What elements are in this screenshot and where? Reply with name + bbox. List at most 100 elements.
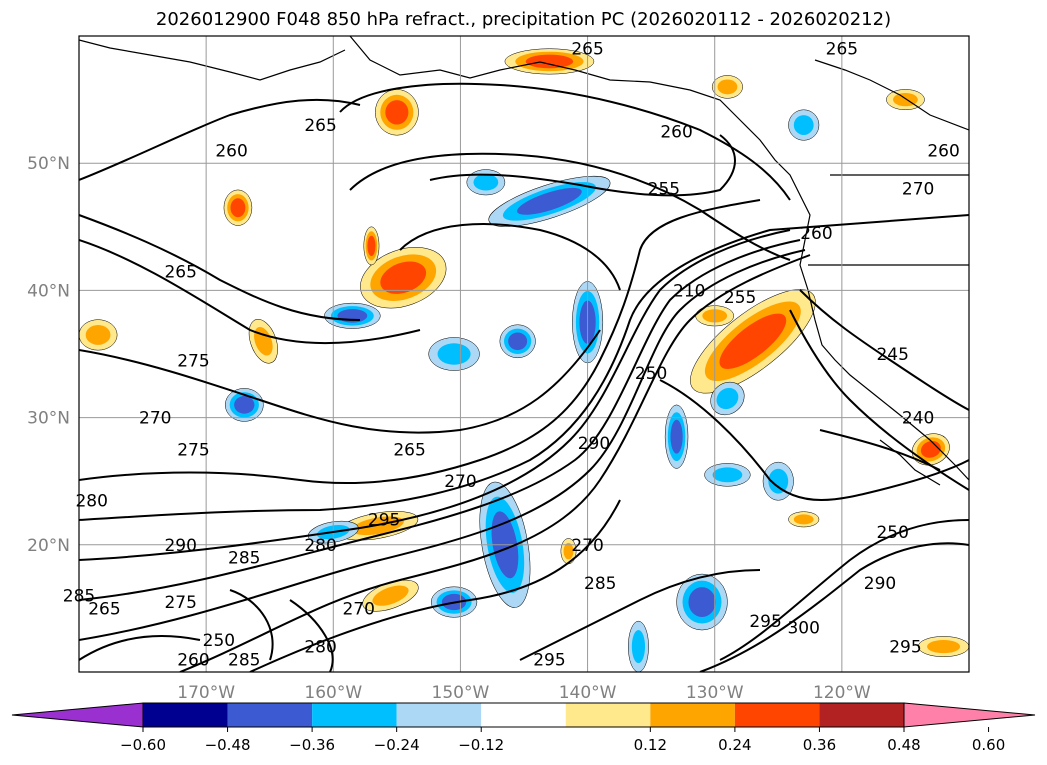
- colorbar-box: [565, 703, 651, 727]
- contour-label: 295: [368, 510, 400, 530]
- coastline: [79, 39, 346, 81]
- contour-line: [79, 98, 361, 181]
- colorbar-frame: [142, 702, 905, 728]
- contour-label: 245: [876, 345, 908, 365]
- contour-label: 270: [902, 180, 934, 200]
- longitude-labels: 170°W 160°W 150°W 140°W 130°W 120°W: [177, 683, 871, 703]
- lon-label: 150°W: [432, 683, 490, 703]
- contour-line: [79, 239, 801, 601]
- contour-label: 290: [164, 536, 196, 556]
- precip-cell: [234, 396, 255, 414]
- colorbar-tick-label: −0.48: [205, 736, 251, 754]
- precip-cell: [670, 419, 683, 454]
- contour-line: [249, 499, 621, 672]
- precip-cell: [230, 198, 246, 218]
- contour-line: [289, 599, 334, 672]
- contour-label: 270: [139, 409, 171, 429]
- colorbar-tick-label: −0.12: [458, 736, 504, 754]
- precip-cell: [380, 261, 427, 294]
- contour-line: [79, 329, 601, 434]
- precip-cell: [793, 514, 814, 525]
- lon-label: 160°W: [304, 683, 362, 703]
- coastline-layer: [79, 36, 969, 486]
- colorbar-tick-label: 0.60: [972, 736, 1005, 754]
- lon-label: 140°W: [559, 683, 617, 703]
- contour-label: 255: [724, 288, 756, 308]
- contour-label: 270: [444, 472, 476, 492]
- contour-label: 260: [800, 224, 832, 244]
- contour-label: 260: [927, 141, 959, 161]
- colorbar-box: [481, 703, 566, 727]
- precip-cell: [367, 235, 376, 257]
- colorbar-tick-label: 0.48: [887, 736, 920, 754]
- contour-label: 240: [902, 409, 934, 429]
- contour-label: 295: [889, 638, 921, 658]
- precip-cell: [385, 100, 409, 125]
- contour-label: 275: [164, 593, 196, 613]
- lat-label: 40°N: [27, 281, 70, 301]
- precip-cell: [508, 332, 528, 351]
- contour-label: 265: [88, 599, 120, 619]
- contour-label: 265: [393, 440, 425, 460]
- colorbar-tick-label: −0.24: [374, 736, 420, 754]
- contour-label: 270: [571, 536, 603, 556]
- lon-label: 170°W: [177, 683, 235, 703]
- colorbar-box: [734, 703, 820, 727]
- latitude-labels: 50°N 40°N 30°N 20°N: [27, 154, 70, 556]
- contour-line: [819, 429, 941, 471]
- map-frame: [78, 35, 970, 673]
- contour-line: [79, 249, 806, 641]
- contour-line: [79, 199, 761, 485]
- lat-label: 30°N: [27, 409, 70, 429]
- colorbar-extend-high: [903, 702, 1036, 728]
- lon-label: 120°W: [813, 683, 871, 703]
- contour-label: 275: [177, 440, 209, 460]
- colorbar-box: [819, 703, 904, 727]
- contour-labels: 265 265 265 260 260 255 265 275 270 275 265 270 280 2…: [63, 40, 960, 671]
- contour-label: 250: [203, 631, 235, 651]
- contour-label: 295: [749, 612, 781, 632]
- contour-line: [519, 569, 761, 661]
- colorbar: −0.60 −0.48 −0.36 −0.24 −0.12 0.12 0.24 0.36 0.4…: [11, 702, 1036, 754]
- colorbar-tick-label: 0.12: [634, 736, 667, 754]
- precip-cell: [437, 343, 471, 365]
- contour-label: 285: [228, 549, 260, 569]
- precip-cell: [85, 324, 111, 345]
- contour-line: [79, 635, 201, 661]
- lat-label: 20°N: [27, 536, 70, 556]
- contour-line: [79, 239, 421, 345]
- precip-cell: [517, 187, 582, 215]
- contour-label: 265: [304, 116, 336, 136]
- precip-cell: [712, 467, 743, 483]
- contour-line: [179, 254, 811, 672]
- colorbar-tick-label: 0.36: [803, 736, 836, 754]
- contour-line: [79, 229, 791, 561]
- colorbar-box: [650, 703, 735, 727]
- colorbar-box: [396, 703, 482, 727]
- contour-line: [349, 152, 791, 261]
- lon-label: 130°W: [686, 683, 744, 703]
- precip-cell: [719, 313, 787, 369]
- graticule: [79, 36, 969, 672]
- precip-cell: [688, 587, 716, 617]
- contour-label: 260: [177, 650, 209, 670]
- contour-label: 250: [635, 364, 667, 384]
- colorbar-box: [312, 703, 397, 727]
- contour-label: 260: [660, 122, 692, 142]
- colorbar-tick-label: −0.36: [289, 736, 335, 754]
- precip-cell: [768, 468, 789, 494]
- colorbar-box: [143, 703, 228, 727]
- contour-line: [799, 289, 969, 411]
- contour-label: 285: [584, 574, 616, 594]
- precip-cell: [793, 115, 814, 135]
- map-title: 2026012900 F048 850 hPa refract., precip…: [155, 9, 892, 30]
- contour-label: 275: [177, 351, 209, 371]
- precip-cell: [927, 639, 961, 654]
- contour-label: 260: [215, 141, 247, 161]
- colorbar-extend-low: [11, 702, 144, 728]
- precip-cell: [717, 79, 738, 95]
- contour-label: 295: [533, 650, 565, 670]
- contour-label: 280: [304, 536, 336, 556]
- contour-label: 210: [673, 281, 705, 301]
- contour-label: 265: [164, 262, 196, 282]
